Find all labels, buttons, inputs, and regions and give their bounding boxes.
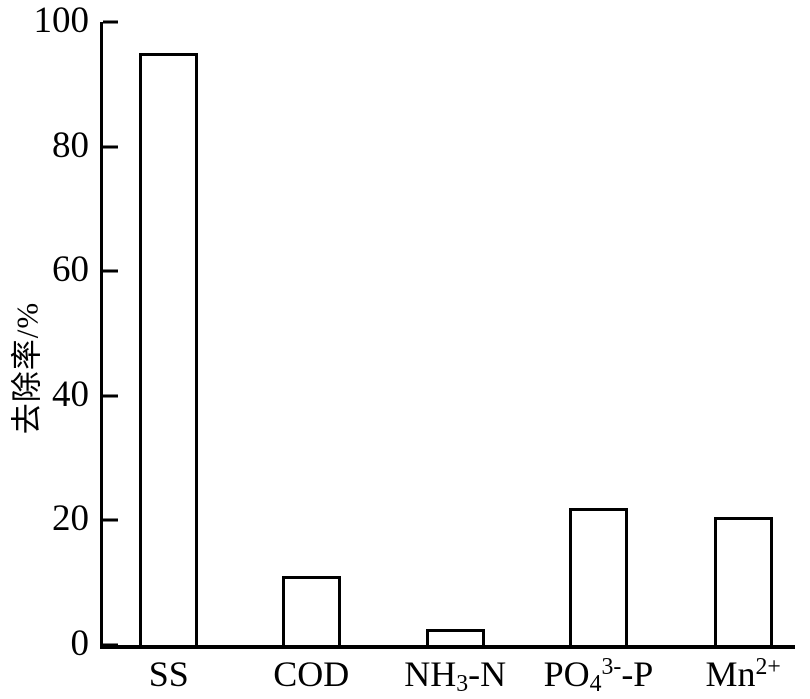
y-tick-mark — [103, 269, 118, 273]
y-tick-mark — [103, 20, 118, 24]
y-tick-label: 0 — [70, 623, 90, 665]
y-tick-label: 80 — [52, 124, 89, 166]
y-tick-mark — [103, 518, 118, 522]
x-axis-labels: SS COD NH3-N PO43--P Mn2+ — [103, 654, 795, 699]
bar — [281, 576, 341, 645]
y-tick-label: 60 — [52, 249, 89, 291]
bar — [713, 517, 773, 645]
plot-area: 0 20 40 60 80 100 — [34, 2, 795, 662]
y-tick-mark — [103, 145, 118, 149]
y-tick-mark — [103, 394, 118, 398]
bar — [569, 507, 628, 645]
x-category-label: NH3-N — [404, 654, 507, 698]
y-tick-label: 40 — [52, 373, 89, 415]
x-category-label: SS — [148, 654, 189, 694]
bar — [425, 629, 485, 645]
bar — [139, 53, 199, 645]
x-category-label: Mn2+ — [705, 654, 781, 694]
y-tick-label: 20 — [52, 498, 89, 540]
y-tick-mark — [103, 643, 118, 647]
y-tick-label: 100 — [33, 0, 90, 42]
y-axis-title: 去除率/% — [9, 301, 45, 435]
x-category-label: PO43--P — [543, 654, 654, 698]
x-category-label: COD — [273, 654, 350, 694]
